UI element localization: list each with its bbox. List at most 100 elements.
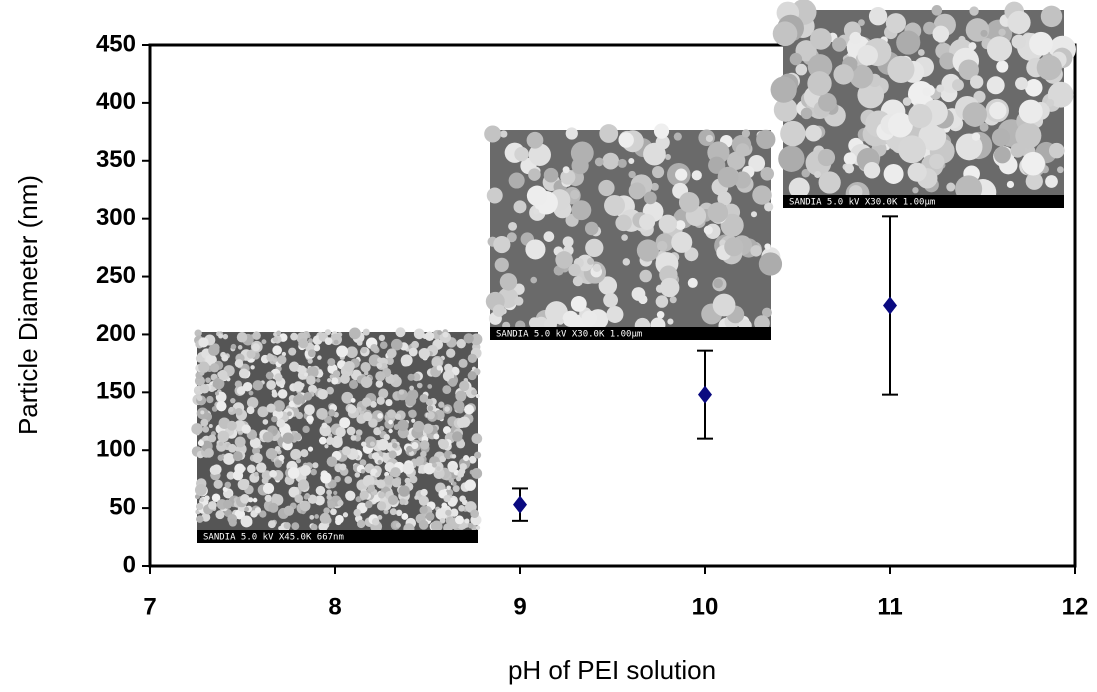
particle xyxy=(741,129,751,138)
particle xyxy=(795,63,808,76)
y-tick-label: 150 xyxy=(96,378,136,405)
particle xyxy=(326,386,334,395)
particle xyxy=(272,336,278,343)
particle xyxy=(242,381,253,392)
particle xyxy=(1040,5,1063,28)
particle xyxy=(265,448,278,460)
particle xyxy=(412,373,421,382)
particle xyxy=(217,454,224,461)
particle xyxy=(650,182,659,191)
particle xyxy=(973,90,986,103)
particle xyxy=(335,518,342,526)
particle xyxy=(346,426,356,436)
particle xyxy=(377,413,383,419)
particle xyxy=(464,518,470,524)
particle xyxy=(525,239,546,260)
particle xyxy=(265,371,274,380)
particle xyxy=(639,213,656,230)
particle xyxy=(800,107,813,120)
particle xyxy=(513,200,527,214)
particle xyxy=(844,163,855,174)
particle xyxy=(667,318,674,325)
particle xyxy=(276,418,286,428)
particle xyxy=(341,446,352,456)
x-tick-label: 11 xyxy=(877,593,902,620)
particle xyxy=(234,436,246,448)
particle xyxy=(463,404,475,415)
particle xyxy=(772,21,798,47)
data-point xyxy=(883,296,897,315)
particle xyxy=(1046,98,1055,107)
particle xyxy=(656,310,665,319)
particle xyxy=(378,334,386,342)
particle xyxy=(276,330,282,336)
particle xyxy=(418,348,430,360)
y-tick-label: 200 xyxy=(96,320,136,347)
particle xyxy=(307,446,314,452)
particle xyxy=(887,55,915,84)
particle xyxy=(345,490,356,501)
particle xyxy=(217,370,228,380)
y-tick-label: 100 xyxy=(96,436,136,463)
particle xyxy=(257,463,263,470)
particle xyxy=(430,520,443,533)
particle xyxy=(752,185,772,205)
particle xyxy=(391,478,402,488)
particle xyxy=(237,345,243,350)
particle xyxy=(408,409,417,419)
particle xyxy=(458,504,465,512)
particle xyxy=(939,52,957,70)
particle xyxy=(344,360,355,372)
particle xyxy=(383,434,390,441)
particle xyxy=(356,340,363,346)
particle xyxy=(287,467,300,479)
particle xyxy=(570,295,587,312)
particle xyxy=(439,455,447,463)
x-tick-label: 12 xyxy=(1062,593,1089,620)
particle xyxy=(378,388,389,399)
particle xyxy=(209,465,220,475)
particle xyxy=(764,202,774,212)
particle xyxy=(435,508,448,521)
particle xyxy=(568,263,581,277)
particle xyxy=(452,481,457,487)
particle xyxy=(712,293,736,317)
particle xyxy=(204,448,214,458)
particle xyxy=(494,257,509,272)
particle xyxy=(250,365,255,370)
particle xyxy=(283,522,291,530)
particle xyxy=(717,191,732,206)
particle xyxy=(652,165,665,179)
particle xyxy=(468,455,477,464)
particle xyxy=(621,234,628,241)
particle xyxy=(1025,79,1043,97)
y-tick-label: 450 xyxy=(96,30,136,57)
particle xyxy=(198,361,210,373)
particle xyxy=(330,508,337,516)
particle xyxy=(805,124,822,142)
particle xyxy=(788,177,810,199)
particle xyxy=(458,358,468,368)
particle xyxy=(339,373,350,384)
particle xyxy=(227,443,237,453)
particle xyxy=(362,328,370,336)
particle xyxy=(543,167,559,183)
particle xyxy=(426,411,435,420)
particle xyxy=(287,411,292,417)
particle xyxy=(991,128,1010,147)
particle xyxy=(214,391,219,396)
particle xyxy=(218,441,223,446)
particle xyxy=(299,464,311,476)
sem-inset: SANDIA 5.0 kV X45.0K 667nm xyxy=(191,327,483,543)
x-tick-label: 10 xyxy=(692,593,719,620)
particle xyxy=(300,449,309,458)
particle xyxy=(406,445,413,453)
particle xyxy=(226,420,237,431)
particle xyxy=(463,333,474,344)
particle xyxy=(375,371,386,382)
particle xyxy=(211,493,221,503)
y-tick-label: 250 xyxy=(96,262,136,289)
particle xyxy=(390,467,401,478)
particle xyxy=(433,433,440,440)
particle xyxy=(459,380,470,392)
